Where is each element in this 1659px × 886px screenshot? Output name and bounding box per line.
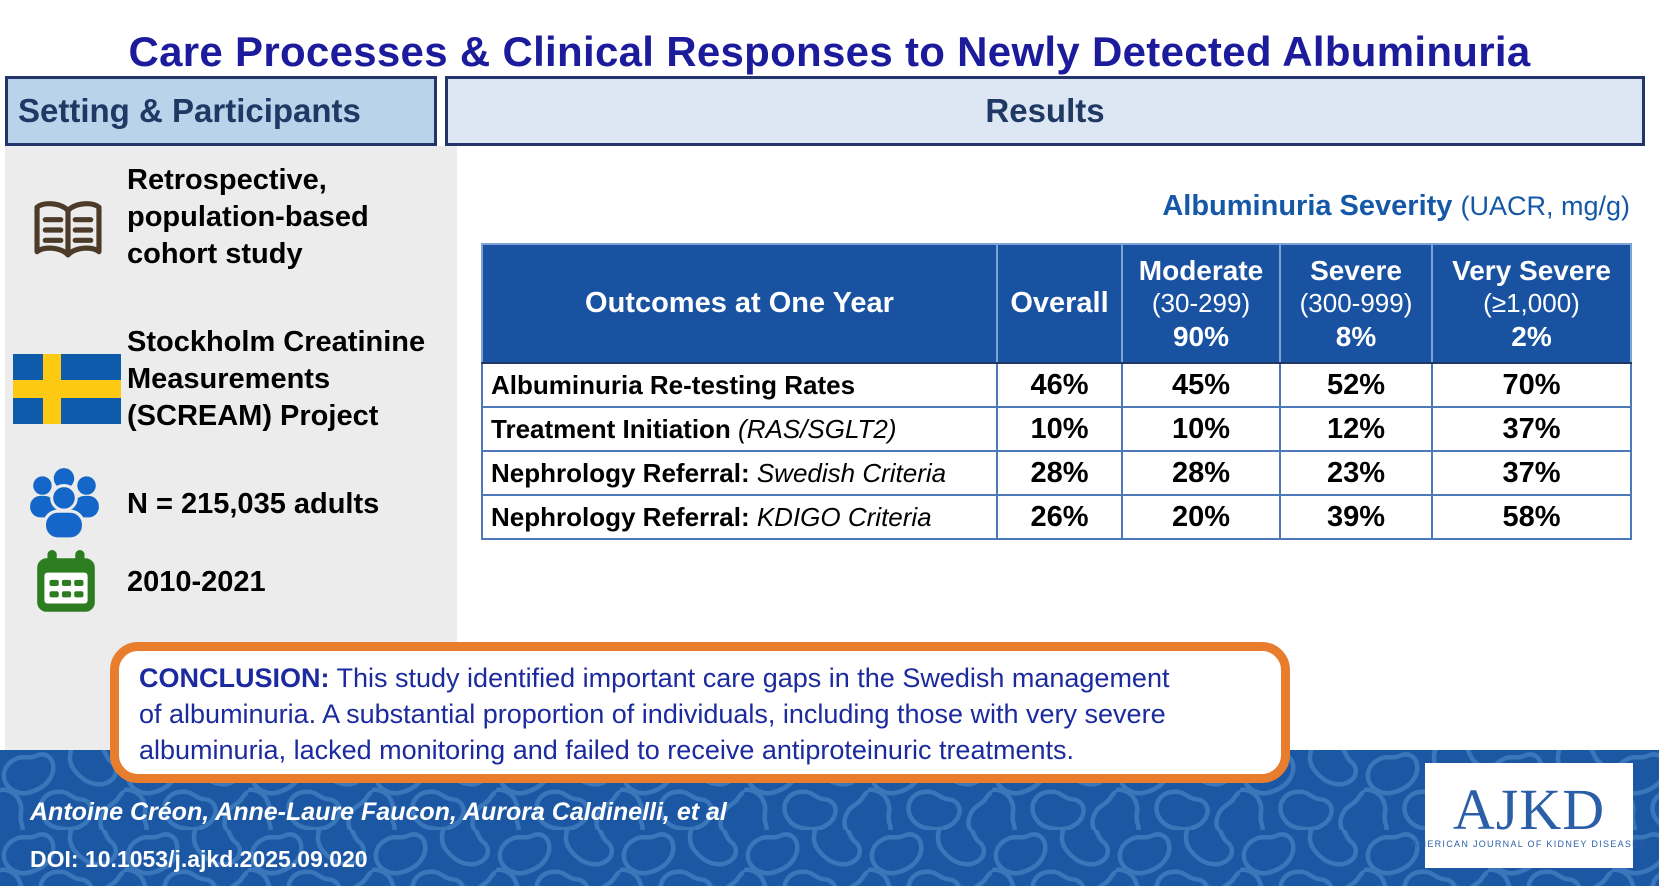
table-row: Nephrology Referral: Swedish Criteria 28… — [481, 450, 1632, 496]
cell-value: 12% — [1279, 406, 1433, 452]
row-label-text: Nephrology Referral: — [491, 457, 750, 488]
page-title: Care Processes & Clinical Responses to N… — [128, 28, 1531, 76]
row-label: Albuminuria Re-testing Rates — [481, 362, 998, 408]
cell-value: 45% — [1121, 362, 1281, 408]
sweden-flag-icon — [13, 354, 121, 424]
col-header-very-severe: Very Severe (≥1,000) 2% — [1431, 243, 1632, 364]
col-header-overall: Overall — [996, 243, 1123, 364]
open-book-icon — [30, 198, 106, 267]
row-label: Nephrology Referral: KDIGO Criteria — [481, 494, 998, 540]
cell-value: 26% — [996, 494, 1123, 540]
ajkd-logo: AJKD AMERICAN JOURNAL OF KIDNEY DISEASES — [1411, 763, 1645, 868]
cell-value: 28% — [1121, 450, 1281, 496]
cell-value: 28% — [996, 450, 1123, 496]
table-row: Treatment Initiation (RAS/SGLT2) 10% 10%… — [481, 406, 1632, 452]
cell-value: 70% — [1431, 362, 1632, 408]
cell-value: 58% — [1431, 494, 1632, 540]
study-period-text: 2010-2021 — [127, 566, 266, 598]
results-header: Results — [445, 76, 1645, 146]
severity-share: 90% — [1172, 321, 1230, 352]
conclusion-line: of albuminuria. A substantial proportion… — [139, 699, 1166, 729]
row-label-text: Nephrology Referral: — [491, 501, 750, 532]
cell-value: 20% — [1121, 494, 1281, 540]
col-header-moderate: Moderate (30-299) 90% — [1121, 243, 1281, 364]
severity-share: 8% — [1335, 321, 1377, 352]
setting-participants-header: Setting & Participants — [5, 76, 437, 146]
row-label-italic: Swedish Criteria — [756, 457, 947, 488]
severity-share: 2% — [1511, 321, 1552, 352]
study-design-text: Retrospective, population-based cohort s… — [127, 164, 369, 270]
row-label: Treatment Initiation (RAS/SGLT2) — [481, 406, 998, 452]
cell-value: 10% — [1121, 406, 1281, 452]
row-label-text: Treatment Initiation — [491, 413, 731, 444]
row-label-italic: KDIGO Criteria — [756, 501, 932, 532]
severity-name: Very Severe — [1452, 255, 1611, 286]
cell-value: 46% — [996, 362, 1123, 408]
calendar-icon — [33, 548, 99, 625]
cell-value: 52% — [1279, 362, 1433, 408]
conclusion-text: CONCLUSION: This study identified import… — [139, 660, 1261, 768]
severity-range: (30-299) — [1151, 288, 1251, 318]
row-label: Nephrology Referral: Swedish Criteria — [481, 450, 998, 496]
cell-value: 37% — [1431, 406, 1632, 452]
table-row: Nephrology Referral: KDIGO Criteria 26% … — [481, 494, 1632, 540]
doi-line: DOI: 10.1053/j.ajkd.2025.09.020 — [30, 846, 368, 872]
col-header-outcomes: Outcomes at One Year — [481, 243, 998, 364]
ajkd-logo-caption: AMERICAN JOURNAL OF KIDNEY DISEASES — [1411, 838, 1647, 849]
row-label-text: Albuminuria Re-testing Rates — [491, 369, 856, 400]
severity-name: Moderate — [1138, 255, 1264, 286]
cohort-size-text: N = 215,035 adults — [127, 488, 380, 520]
table-header-row: Outcomes at One Year Overall Moderate (3… — [481, 243, 1632, 364]
row-label-italic: (RAS/SGLT2) — [738, 413, 897, 444]
conclusion-box: CONCLUSION: This study identified import… — [110, 642, 1290, 783]
cell-value: 39% — [1279, 494, 1433, 540]
authors-line: Antoine Créon, Anne-Laure Faucon, Aurora… — [30, 798, 727, 826]
severity-unit: (UACR, mg/g) — [1460, 191, 1630, 221]
cell-value: 10% — [996, 406, 1123, 452]
outcomes-table: Outcomes at One Year Overall Moderate (3… — [481, 243, 1632, 540]
table-row: Albuminuria Re-testing Rates 46% 45% 52%… — [481, 362, 1632, 408]
severity-range: (≥1,000) — [1483, 288, 1580, 318]
cell-value: 23% — [1279, 450, 1433, 496]
conclusion-line: This study identified important care gap… — [336, 663, 1170, 693]
conclusion-label: CONCLUSION: — [139, 663, 330, 693]
col-header-severe: Severe (300-999) 8% — [1279, 243, 1433, 364]
conclusion-line: albuminuria, lacked monitoring and faile… — [139, 735, 1074, 765]
data-source-text: Stockholm Creatinine Measurements (SCREA… — [127, 326, 426, 432]
ajkd-logo-acronym: AJKD — [1452, 776, 1606, 842]
people-group-icon — [25, 466, 105, 545]
severity-range: (300-999) — [1299, 288, 1413, 318]
cell-value: 37% — [1431, 450, 1632, 496]
severity-axis-heading: Albuminuria Severity (UACR, mg/g) — [481, 190, 1630, 223]
severity-name: Severe — [1310, 255, 1402, 286]
severity-title: Albuminuria Severity — [1162, 190, 1453, 222]
